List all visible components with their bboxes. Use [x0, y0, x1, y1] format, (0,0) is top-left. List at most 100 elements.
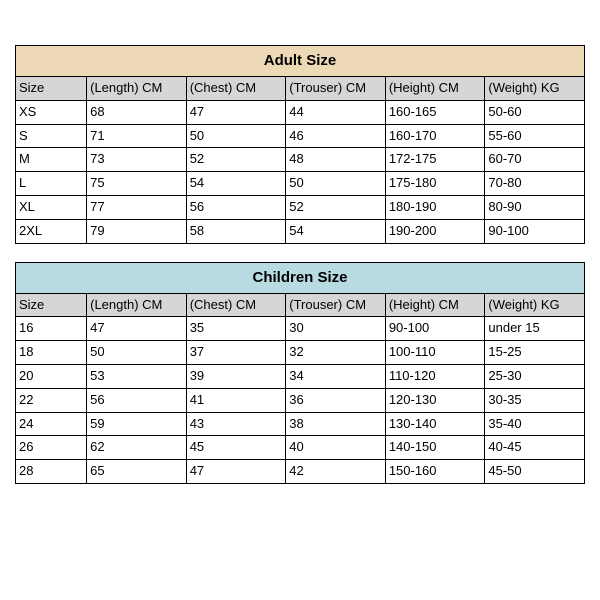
- children-col-chest: (Chest) CM: [186, 293, 286, 317]
- adult-cell: 73: [87, 148, 187, 172]
- children-cell: 53: [87, 364, 187, 388]
- adult-cell: 56: [186, 195, 286, 219]
- adult-col-size: Size: [16, 77, 87, 101]
- adult-row: L755450175-18070-80: [16, 172, 585, 196]
- adult-cell: 44: [286, 100, 386, 124]
- adult-cell: 52: [186, 148, 286, 172]
- children-header-row: Size (Length) CM (Chest) CM (Trouser) CM…: [16, 293, 585, 317]
- adult-cell: S: [16, 124, 87, 148]
- adult-cell: 160-165: [385, 100, 485, 124]
- adult-cell: 52: [286, 195, 386, 219]
- children-cell: 45: [186, 436, 286, 460]
- adult-row: XL775652180-19080-90: [16, 195, 585, 219]
- children-cell: 32: [286, 341, 386, 365]
- adult-cell: 175-180: [385, 172, 485, 196]
- children-cell: 37: [186, 341, 286, 365]
- children-cell: 56: [87, 388, 187, 412]
- adult-size-table: Adult Size Size (Length) CM (Chest) CM (…: [15, 45, 585, 244]
- adult-cell: 48: [286, 148, 386, 172]
- adult-cell: 180-190: [385, 195, 485, 219]
- adult-row: 2XL795854190-20090-100: [16, 219, 585, 243]
- children-title: Children Size: [16, 262, 585, 293]
- children-cell: 38: [286, 412, 386, 436]
- adult-cell: 50: [186, 124, 286, 148]
- children-cell: 22: [16, 388, 87, 412]
- children-cell: 42: [286, 460, 386, 484]
- adult-cell: 190-200: [385, 219, 485, 243]
- children-cell: 26: [16, 436, 87, 460]
- adult-cell: 47: [186, 100, 286, 124]
- adult-cell: 46: [286, 124, 386, 148]
- children-cell: 47: [87, 317, 187, 341]
- table-gap: [15, 244, 585, 262]
- adult-col-height: (Height) CM: [385, 77, 485, 101]
- adult-cell: 2XL: [16, 219, 87, 243]
- children-cell: 39: [186, 364, 286, 388]
- adult-cell: 80-90: [485, 195, 585, 219]
- children-row: 22564136120-13030-35: [16, 388, 585, 412]
- adult-cell: 58: [186, 219, 286, 243]
- children-row: 18503732100-11015-25: [16, 341, 585, 365]
- children-cell: under 15: [485, 317, 585, 341]
- children-title-row: Children Size: [16, 262, 585, 293]
- children-col-height: (Height) CM: [385, 293, 485, 317]
- adult-cell: XS: [16, 100, 87, 124]
- adult-cell: M: [16, 148, 87, 172]
- children-row: 20533934110-12025-30: [16, 364, 585, 388]
- children-col-size: Size: [16, 293, 87, 317]
- children-cell: 140-150: [385, 436, 485, 460]
- children-cell: 34: [286, 364, 386, 388]
- children-cell: 15-25: [485, 341, 585, 365]
- children-col-trouser: (Trouser) CM: [286, 293, 386, 317]
- children-cell: 36: [286, 388, 386, 412]
- children-cell: 41: [186, 388, 286, 412]
- children-cell: 120-130: [385, 388, 485, 412]
- children-row: 28654742150-16045-50: [16, 460, 585, 484]
- adult-cell: 71: [87, 124, 187, 148]
- children-cell: 65: [87, 460, 187, 484]
- adult-cell: 77: [87, 195, 187, 219]
- adult-cell: 79: [87, 219, 187, 243]
- children-body: 1647353090-100under 1518503732100-11015-…: [16, 317, 585, 484]
- children-cell: 62: [87, 436, 187, 460]
- children-size-table: Children Size Size (Length) CM (Chest) C…: [15, 262, 585, 484]
- children-cell: 40-45: [485, 436, 585, 460]
- children-col-weight: (Weight) KG: [485, 293, 585, 317]
- children-cell: 50: [87, 341, 187, 365]
- children-cell: 130-140: [385, 412, 485, 436]
- children-cell: 59: [87, 412, 187, 436]
- adult-cell: 160-170: [385, 124, 485, 148]
- adult-cell: 50-60: [485, 100, 585, 124]
- children-cell: 24: [16, 412, 87, 436]
- children-cell: 35: [186, 317, 286, 341]
- children-cell: 16: [16, 317, 87, 341]
- adult-cell: 54: [186, 172, 286, 196]
- children-cell: 43: [186, 412, 286, 436]
- children-col-length: (Length) CM: [87, 293, 187, 317]
- children-cell: 25-30: [485, 364, 585, 388]
- children-cell: 40: [286, 436, 386, 460]
- children-cell: 30: [286, 317, 386, 341]
- adult-row: M735248172-17560-70: [16, 148, 585, 172]
- adult-col-weight: (Weight) KG: [485, 77, 585, 101]
- children-cell: 47: [186, 460, 286, 484]
- adult-cell: 75: [87, 172, 187, 196]
- adult-header-row: Size (Length) CM (Chest) CM (Trouser) CM…: [16, 77, 585, 101]
- children-cell: 110-120: [385, 364, 485, 388]
- adult-cell: 68: [87, 100, 187, 124]
- adult-cell: 55-60: [485, 124, 585, 148]
- adult-cell: 172-175: [385, 148, 485, 172]
- children-cell: 20: [16, 364, 87, 388]
- children-cell: 45-50: [485, 460, 585, 484]
- children-row: 26624540140-15040-45: [16, 436, 585, 460]
- adult-cell: L: [16, 172, 87, 196]
- children-cell: 150-160: [385, 460, 485, 484]
- children-cell: 30-35: [485, 388, 585, 412]
- adult-title: Adult Size: [16, 46, 585, 77]
- adult-row: XS684744160-16550-60: [16, 100, 585, 124]
- children-cell: 35-40: [485, 412, 585, 436]
- adult-col-trouser: (Trouser) CM: [286, 77, 386, 101]
- adult-cell: 70-80: [485, 172, 585, 196]
- children-row: 24594338130-14035-40: [16, 412, 585, 436]
- adult-cell: 54: [286, 219, 386, 243]
